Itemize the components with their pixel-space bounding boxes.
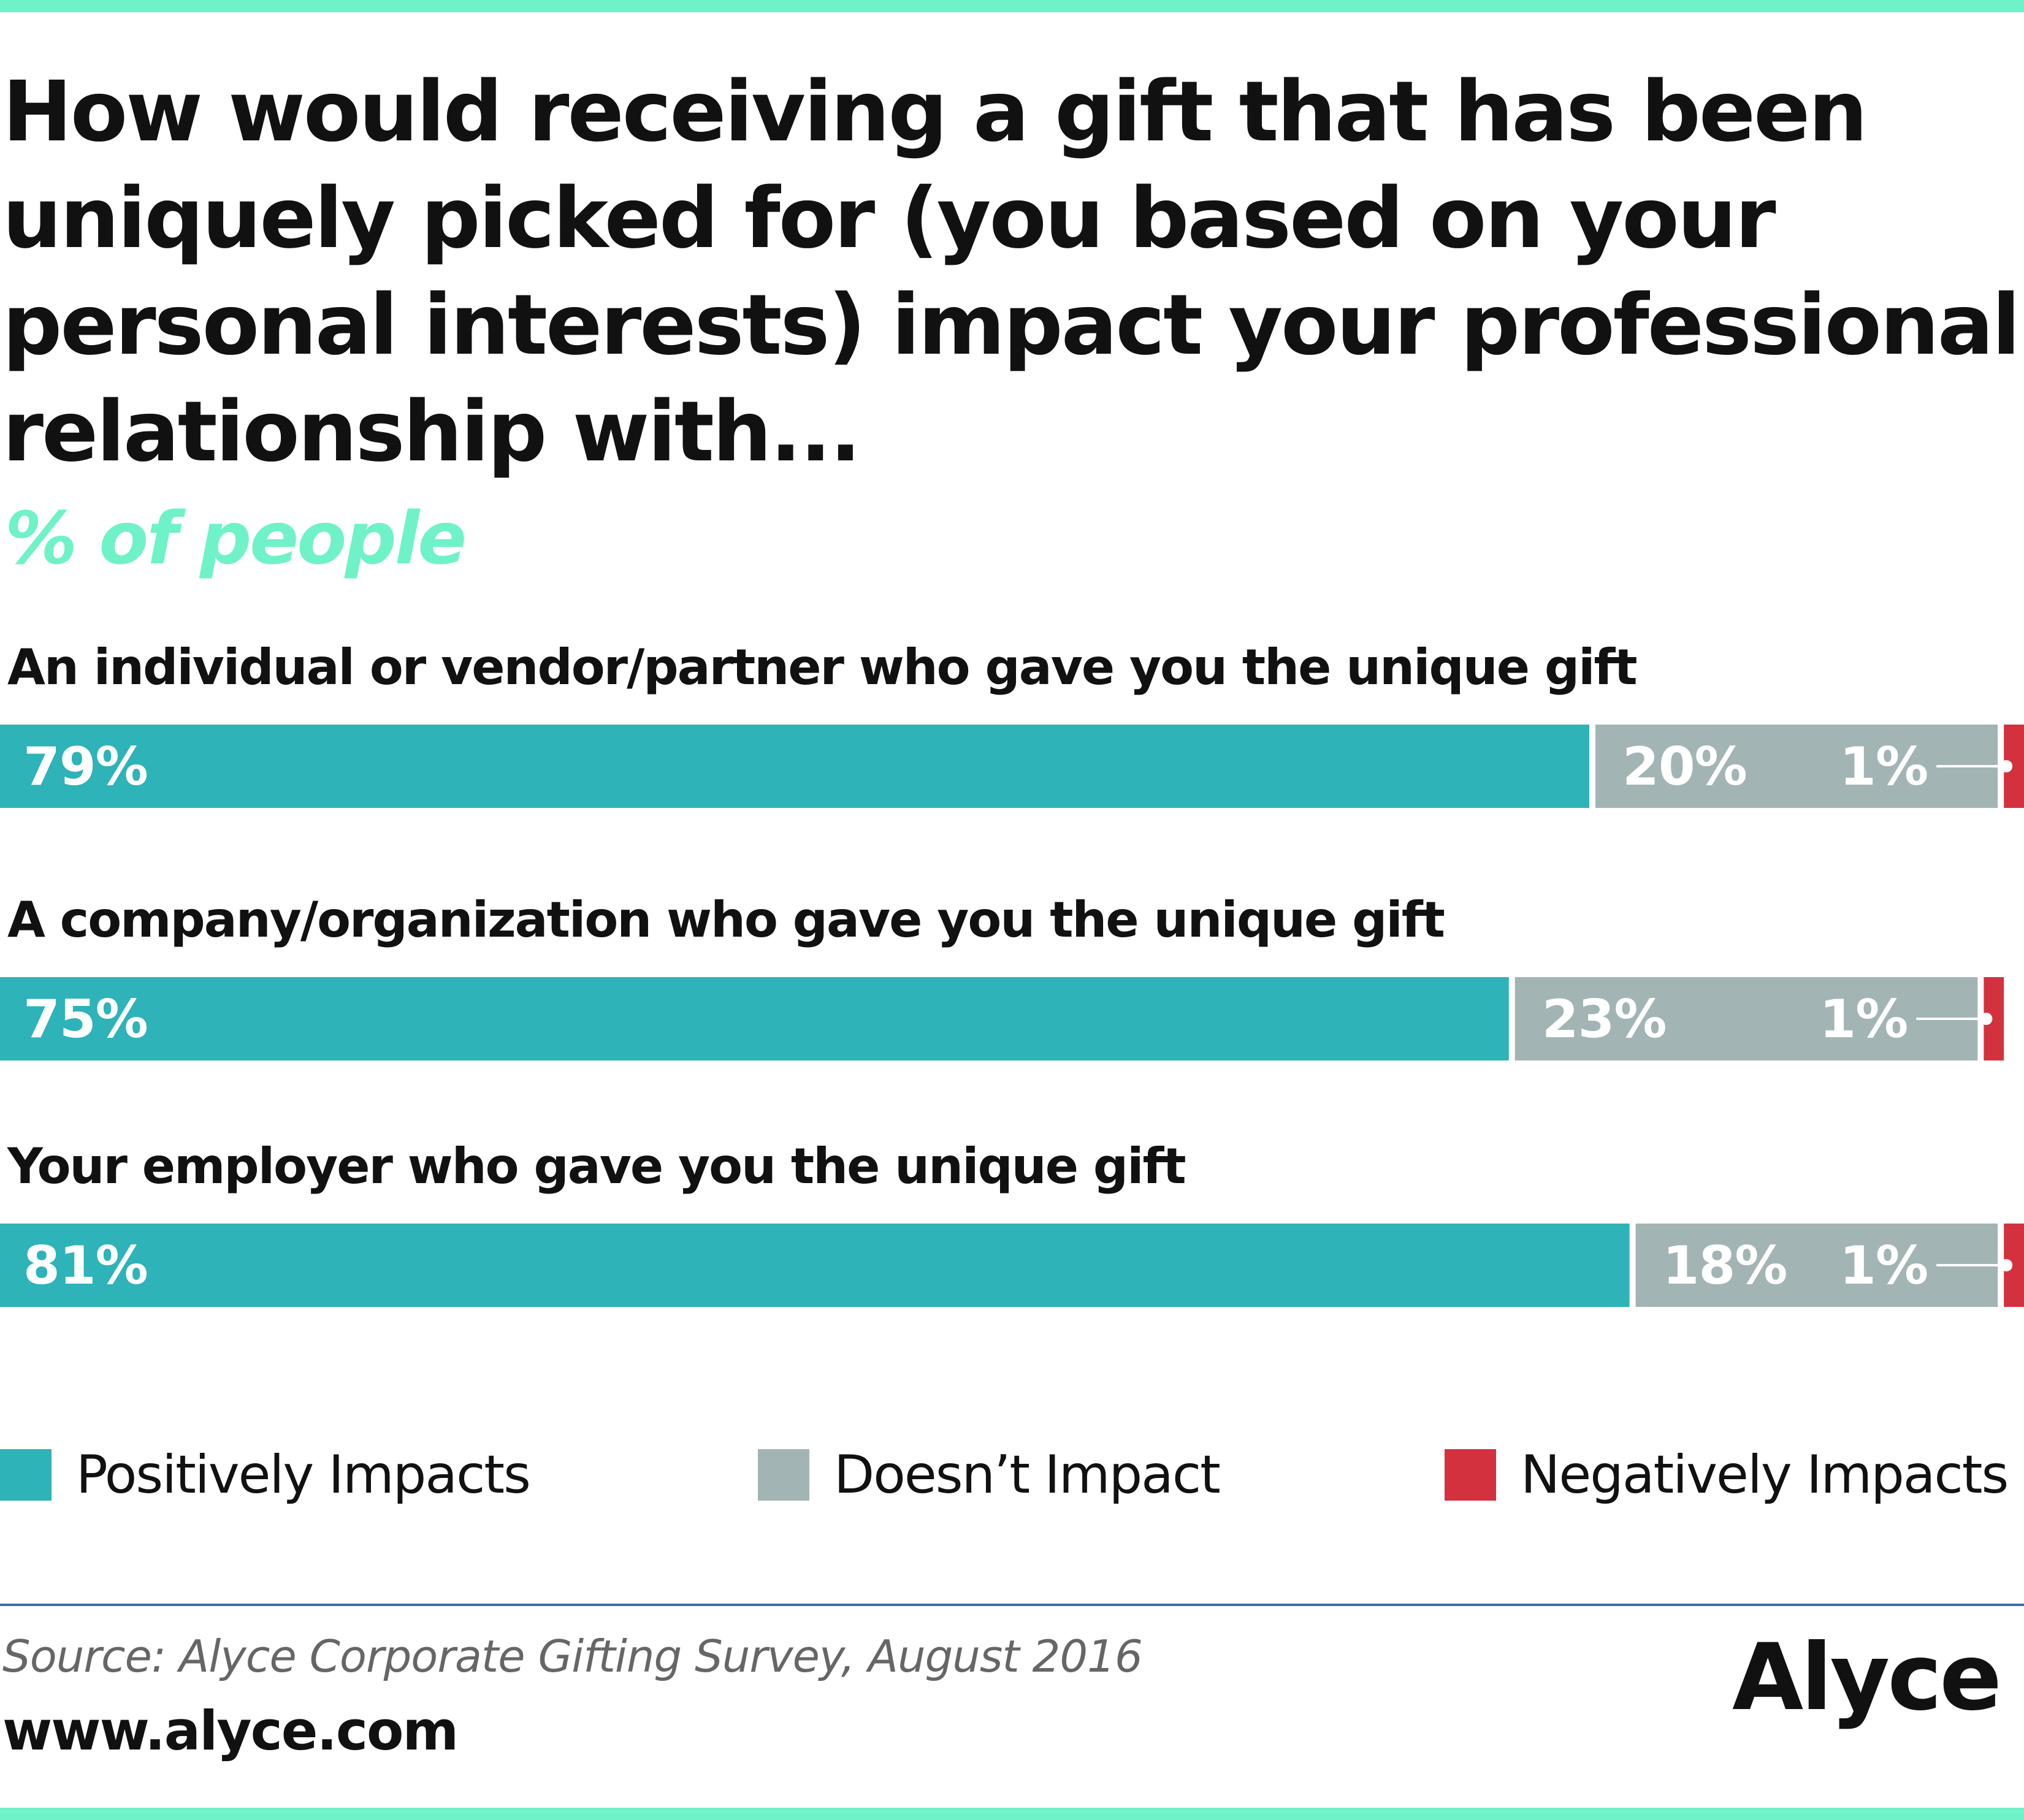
leader-dot bbox=[2000, 1259, 2013, 1271]
chart-subtitle: % of people bbox=[5, 496, 467, 581]
chart-title: How would receiving a gift that has been… bbox=[2, 64, 2020, 481]
footer-divider bbox=[0, 1604, 2024, 1606]
legend-swatch bbox=[1445, 1449, 1496, 1501]
leader-dot bbox=[1980, 1013, 1993, 1025]
source-note: Source: Alyce Corporate Gifting Survey, … bbox=[2, 1631, 1143, 1682]
category-label: A company/organization who gave you the … bbox=[7, 891, 1445, 948]
data-label: 75% bbox=[23, 989, 148, 1050]
bar-segment bbox=[1595, 725, 1998, 808]
legend-label: Doesn’t Impact bbox=[834, 1444, 1221, 1506]
bar-segment bbox=[0, 977, 1509, 1060]
data-label: 79% bbox=[23, 736, 148, 798]
top-accent-bar bbox=[0, 0, 2024, 12]
bottom-accent-bar bbox=[0, 1808, 2024, 1820]
category-label: Your employer who gave you the unique gi… bbox=[7, 1138, 1185, 1195]
data-label: 20% bbox=[1622, 736, 1747, 798]
data-label: 81% bbox=[23, 1235, 148, 1296]
stacked-bar-chart: An individual or vendor/partner who gave… bbox=[0, 639, 2024, 1307]
brand-logo: Alyce bbox=[1732, 1624, 2002, 1731]
bar-segment bbox=[0, 725, 1589, 808]
website-link[interactable]: www.alyce.com bbox=[2, 1699, 459, 1762]
legend-swatch bbox=[0, 1449, 52, 1501]
legend-label: Positively Impacts bbox=[76, 1444, 531, 1506]
legend-swatch bbox=[758, 1449, 809, 1501]
data-label: 1% bbox=[1819, 989, 1908, 1050]
data-label: 1% bbox=[1839, 1235, 1928, 1296]
legend-item: Doesn’t Impact bbox=[758, 1444, 1221, 1506]
legend: Positively Impacts Doesn’t Impact Negative… bbox=[0, 1444, 2024, 1506]
data-label: 23% bbox=[1542, 989, 1667, 1050]
bar-segment bbox=[1514, 977, 1978, 1060]
category-label: An individual or vendor/partner who gave… bbox=[7, 639, 1636, 696]
legend-item: Negatively Impacts bbox=[1445, 1444, 2009, 1506]
leader-dot bbox=[2000, 760, 2013, 772]
legend-item: Positively Impacts bbox=[0, 1444, 531, 1506]
data-label: 1% bbox=[1839, 736, 1928, 798]
legend-label: Negatively Impacts bbox=[1521, 1444, 2009, 1506]
bar-segment bbox=[0, 1224, 1630, 1307]
data-label: 18% bbox=[1663, 1235, 1787, 1296]
